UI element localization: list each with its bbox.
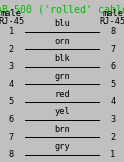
Text: 6: 6	[9, 115, 14, 124]
Text: 5: 5	[110, 80, 115, 89]
Text: CAB-500 ('rolled' cable): CAB-500 ('rolled' cable)	[0, 4, 124, 14]
Text: 1: 1	[9, 27, 14, 36]
Text: male: male	[102, 9, 123, 18]
Text: 3: 3	[9, 62, 14, 71]
Text: male: male	[1, 9, 22, 18]
Text: blk: blk	[54, 54, 70, 64]
Text: 1: 1	[110, 150, 115, 159]
Text: grn: grn	[54, 72, 70, 81]
Text: 6: 6	[110, 62, 115, 71]
Text: yel: yel	[54, 107, 70, 116]
Text: RJ-45: RJ-45	[0, 17, 24, 26]
Text: 8: 8	[110, 27, 115, 36]
Text: 3: 3	[110, 115, 115, 124]
Text: gry: gry	[54, 142, 70, 151]
Text: 8: 8	[9, 150, 14, 159]
Text: 2: 2	[110, 133, 115, 142]
Text: orn: orn	[54, 37, 70, 46]
Text: 7: 7	[9, 133, 14, 142]
Text: 4: 4	[110, 98, 115, 106]
Text: 5: 5	[9, 98, 14, 106]
Text: 4: 4	[9, 80, 14, 89]
Text: blu: blu	[54, 19, 70, 28]
Text: RJ-45: RJ-45	[100, 17, 124, 26]
Text: red: red	[54, 90, 70, 99]
Text: 2: 2	[9, 45, 14, 54]
Text: 7: 7	[110, 45, 115, 54]
Text: brn: brn	[54, 125, 70, 134]
